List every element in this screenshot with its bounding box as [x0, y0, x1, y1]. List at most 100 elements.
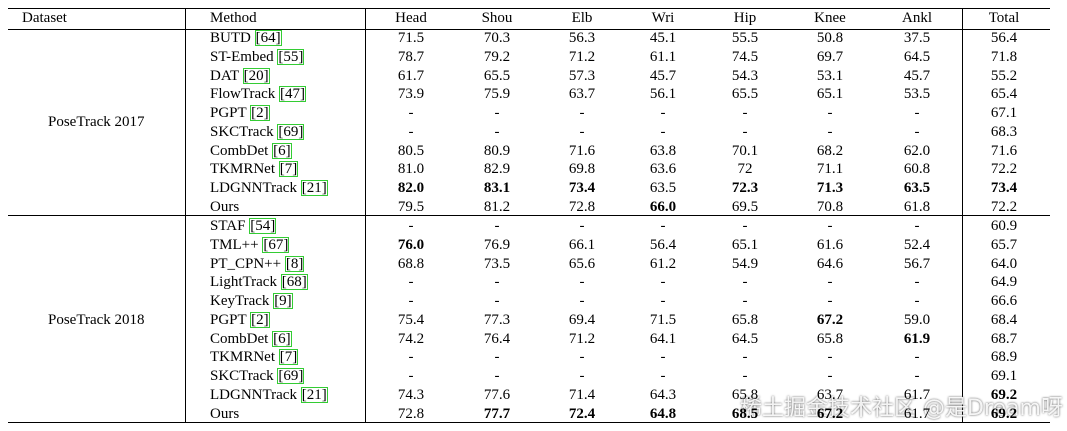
cell-value: 53.1 — [816, 67, 844, 84]
cell-value: 64.8 — [649, 405, 677, 422]
cell-value: 67.2 — [816, 405, 844, 422]
citation[interactable]: [7] — [278, 349, 299, 366]
cell-value: - — [660, 293, 666, 309]
cell-value: 72 — [737, 161, 753, 178]
cell-value: - — [914, 368, 920, 384]
cell-value: 65.1 — [731, 236, 759, 253]
citation[interactable]: [6] — [272, 142, 292, 159]
cell-value: 55.2 — [990, 67, 1018, 84]
citation[interactable]: [21] — [300, 180, 328, 196]
cell-value: 72.3 — [731, 180, 759, 196]
cell-value: - — [408, 293, 414, 309]
citation[interactable]: [69] — [277, 368, 305, 384]
cell-value: 61.9 — [903, 330, 931, 347]
cell-value: - — [742, 105, 748, 121]
method-name: PGPT [2] — [210, 105, 270, 121]
cell-value: 64.9 — [990, 274, 1018, 291]
cell-value: 64.6 — [816, 255, 844, 272]
method-name: LDGNNTrack [21] — [210, 386, 328, 403]
citation[interactable]: [67] — [262, 236, 290, 253]
cell-value: 55.5 — [731, 30, 759, 46]
method-name: TML++ [67] — [210, 236, 290, 253]
cell-value: - — [494, 123, 500, 140]
cell-value: - — [579, 368, 585, 384]
cell-value: 74.5 — [731, 48, 759, 65]
cell-value: 72.8 — [397, 405, 425, 422]
cell-value: 56.3 — [568, 30, 596, 46]
cell-value: 68.4 — [990, 311, 1018, 328]
cell-value: 71.5 — [397, 30, 425, 46]
cell-value: 60.9 — [990, 218, 1018, 234]
cell-value: 70.1 — [731, 142, 759, 159]
citation[interactable]: [2] — [250, 311, 270, 328]
citation[interactable]: [2] — [250, 105, 270, 121]
cell-value: 64.0 — [990, 255, 1018, 272]
cell-value: - — [827, 105, 833, 121]
rule — [962, 8, 963, 422]
citation[interactable]: [69] — [277, 123, 305, 140]
cell-value: - — [660, 218, 666, 234]
citation[interactable]: [6] — [272, 330, 292, 347]
cell-value: 67.2 — [816, 311, 844, 328]
cell-value: 74.2 — [397, 330, 425, 347]
citation[interactable]: [68] — [280, 274, 308, 291]
cell-value: - — [408, 368, 414, 384]
cell-value: - — [494, 368, 500, 384]
cell-value: 81.0 — [397, 161, 425, 178]
method-name: STAF [54] — [210, 218, 277, 234]
cell-value: 56.7 — [903, 255, 931, 272]
cell-value: 63.5 — [903, 180, 931, 196]
cell-value: - — [579, 293, 585, 309]
citation[interactable]: [54] — [249, 218, 277, 234]
cell-value: - — [827, 349, 833, 366]
rule — [365, 8, 366, 422]
cell-value: 61.1 — [649, 48, 677, 65]
cell-value: - — [660, 368, 666, 384]
cell-value: - — [660, 274, 666, 291]
header-cell: Method — [210, 10, 257, 26]
cell-value: 61.6 — [816, 236, 844, 253]
method-name: LDGNNTrack [21] — [210, 180, 328, 196]
cell-value: - — [914, 105, 920, 121]
cell-value: 65.6 — [568, 255, 596, 272]
cell-value: 71.2 — [568, 48, 596, 65]
cell-value: - — [408, 105, 414, 121]
cell-value: - — [914, 349, 920, 366]
cell-value: - — [827, 218, 833, 234]
cell-value: - — [494, 218, 500, 234]
header-cell: Knee — [814, 10, 846, 26]
cell-value: 74.3 — [397, 386, 425, 403]
header-cell: Dataset — [22, 10, 67, 26]
cell-value: 68.8 — [397, 255, 425, 272]
citation[interactable]: [9] — [273, 293, 293, 309]
cell-value: 56.4 — [649, 236, 677, 253]
citation[interactable]: [47] — [279, 86, 307, 103]
cell-value: 69.8 — [568, 161, 596, 178]
cell-value: 63.8 — [649, 142, 677, 159]
method-name: KeyTrack [9] — [210, 293, 293, 309]
cell-value: 65.1 — [816, 86, 844, 103]
cell-value: 72.2 — [990, 161, 1018, 178]
cell-value: 69.7 — [816, 48, 844, 65]
citation[interactable]: [21] — [300, 386, 328, 403]
cell-value: 78.7 — [397, 48, 425, 65]
citation[interactable]: [55] — [277, 48, 305, 65]
cell-value: 69.5 — [731, 198, 759, 215]
cell-value: 76.0 — [397, 236, 425, 253]
method-name: CombDet [6] — [210, 142, 292, 159]
cell-value: - — [914, 218, 920, 234]
citation[interactable]: [8] — [284, 255, 305, 272]
citation[interactable]: [20] — [242, 67, 270, 84]
cell-value: - — [914, 123, 920, 140]
cell-value: 71.6 — [990, 142, 1018, 159]
cell-value: - — [408, 218, 414, 234]
citation[interactable]: [64] — [254, 30, 282, 46]
citation[interactable]: [7] — [278, 161, 299, 178]
method-name: PT_CPN++ [8] — [210, 255, 305, 272]
cell-value: 73.4 — [990, 180, 1018, 196]
header-cell: Hip — [733, 10, 757, 26]
cell-value: 79.5 — [397, 198, 425, 215]
cell-value: 73.5 — [483, 255, 511, 272]
cell-value: 45.1 — [649, 30, 677, 46]
cell-value: 65.8 — [731, 386, 759, 403]
